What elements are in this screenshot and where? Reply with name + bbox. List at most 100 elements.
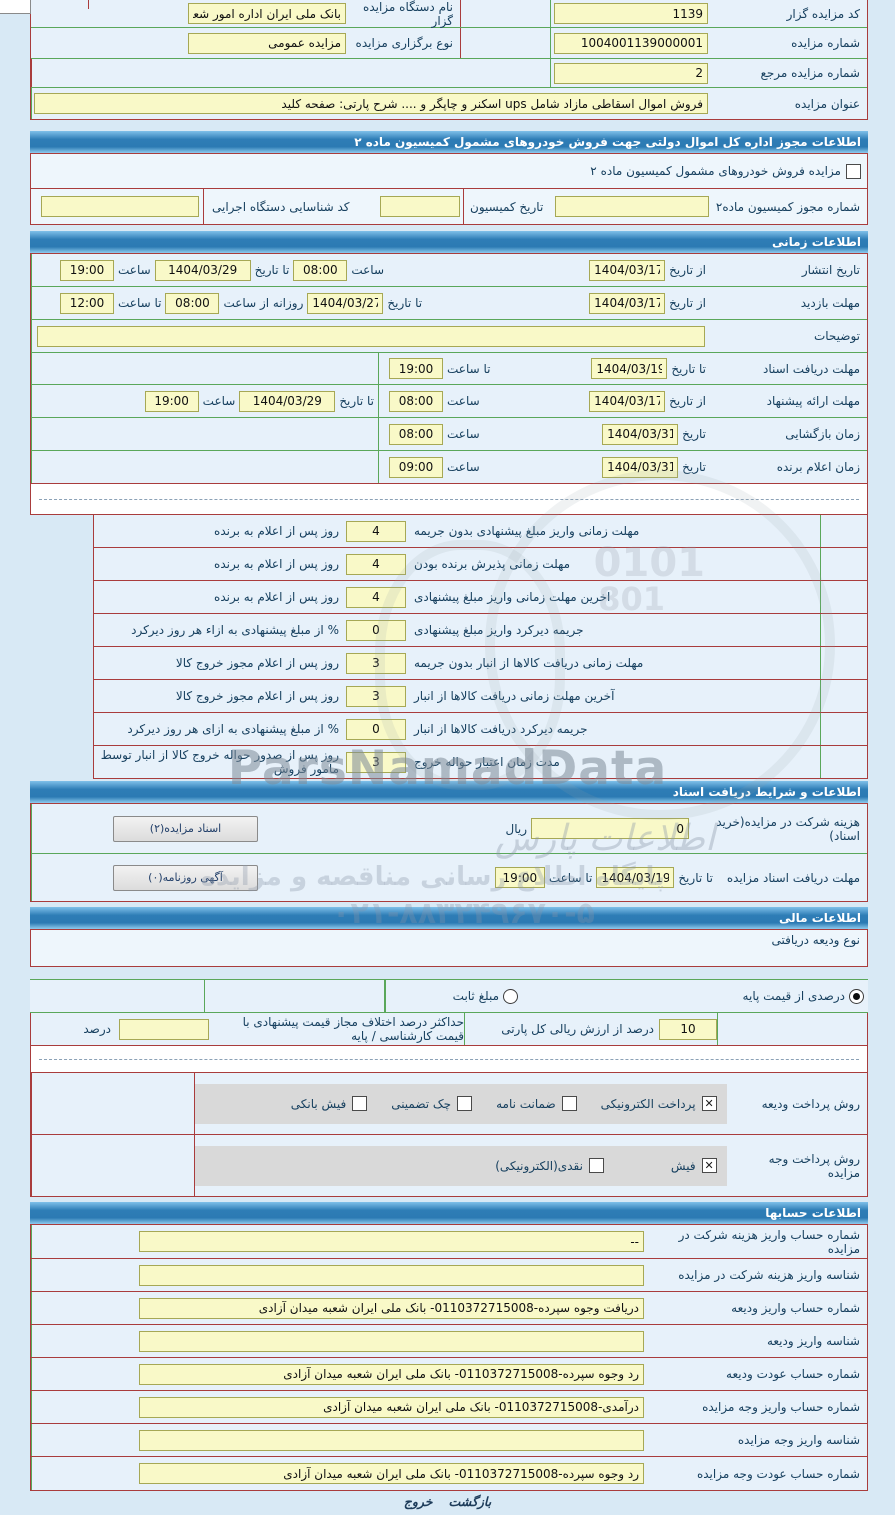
description-input[interactable] <box>37 325 705 347</box>
account-row: شماره حساب واریز ودیعه <box>31 1291 867 1324</box>
auctioneer-code-label: کد مزایده گزار <box>786 6 860 21</box>
account-row: شناسه واریز وجه مزایده <box>31 1423 867 1456</box>
hour-label: ساعت <box>202 394 236 408</box>
account-input[interactable] <box>139 1297 644 1319</box>
fixed-amount-radio[interactable] <box>503 988 518 1004</box>
offer-to-time-input[interactable] <box>144 390 199 412</box>
winner-date-input[interactable] <box>602 456 679 478</box>
percent-of-base-label: درصدی از قیمت پایه <box>742 989 845 1003</box>
certified-check-checkbox[interactable] <box>457 1096 473 1111</box>
deadline-value-input[interactable] <box>346 553 406 575</box>
fixed-amount-label: مبلغ ثابت <box>452 989 499 1003</box>
agency-id-code-input[interactable] <box>41 196 199 217</box>
opening-time-input[interactable] <box>389 423 443 445</box>
vehicle-auction-checkbox[interactable] <box>846 163 861 179</box>
deadline-value-input[interactable] <box>346 520 406 542</box>
account-input[interactable] <box>139 1463 644 1484</box>
guarantee-letter-label: ضمانت نامه <box>496 1096 556 1111</box>
publish-from-time-input[interactable] <box>293 259 348 281</box>
offer-from-time-input[interactable] <box>389 390 443 412</box>
deposit-percent-input[interactable] <box>659 1018 717 1040</box>
deadline-value-input[interactable] <box>346 652 406 674</box>
deadline-label: آخرین مهلت زمانی دریافت کالاها از انبار <box>414 689 615 703</box>
description-row: توضیحات <box>31 319 867 352</box>
deadline-suffix: روز پس از اعلام به برنده <box>214 524 339 538</box>
exit-link[interactable]: خروج <box>403 1494 433 1509</box>
publish-from-date-input[interactable] <box>589 259 666 281</box>
auction-number-label: شماره مزایده <box>791 36 860 50</box>
guarantee-letter-checkbox[interactable] <box>561 1096 577 1111</box>
auction-type-input[interactable] <box>188 32 346 54</box>
docs-deadline-row: مهلت دریافت اسناد تا تاریخ تا ساعت <box>31 352 867 384</box>
agency-name-input[interactable] <box>188 3 346 24</box>
docs-deadline-label: مهلت دریافت اسناد <box>762 361 860 376</box>
cash-electronic-label: نقدی(الکترونیکی) <box>495 1158 583 1173</box>
deadline-value-input[interactable] <box>346 751 406 773</box>
winner-time-input[interactable] <box>389 456 443 478</box>
auction-title-label: عنوان مزایده <box>794 96 860 111</box>
docs-receive-date-input[interactable] <box>596 867 675 888</box>
reference-number-input[interactable] <box>554 62 708 84</box>
auction-title-input[interactable] <box>34 93 708 114</box>
hour-label: ساعت <box>447 460 480 474</box>
commission-permit-number-input[interactable] <box>555 196 709 217</box>
docs-receive-time-input[interactable] <box>494 867 545 888</box>
table-row: شماره مزایده نوع برگزاری مزایده <box>31 27 867 58</box>
offer-from-date-input[interactable] <box>589 390 666 412</box>
deadline-suffix: روز پس از اعلام مجوز خروج کالا <box>175 689 339 703</box>
agency-name-label: نام دستگاه مزایده گزار <box>363 0 453 28</box>
receipt-checkbox[interactable] <box>701 1158 717 1173</box>
offer-deadline-row: مهلت ارائه پیشنهاد از تاریخ ساعت تا تاری… <box>31 384 867 417</box>
participation-fee-label: هزینه شرکت در مزایده(خرید اسناد) <box>716 814 860 843</box>
percent-of-base-radio[interactable] <box>849 988 864 1004</box>
publish-to-date-input[interactable] <box>154 259 251 281</box>
deadline-label: مدت زمان اعتبار حواله خروج <box>414 755 560 769</box>
deposit-type-row: نوع ودیعه دریافتی <box>30 929 868 967</box>
max-diff-label: حداکثر درصد اختلاف مجاز قیمت پیشنهادی با… <box>242 1015 464 1043</box>
account-row: شناسه واریز ودیعه <box>31 1324 867 1357</box>
deadline-value-input[interactable] <box>346 586 406 608</box>
auction-payment-label: روش پرداخت وجه مزایده <box>768 1151 860 1180</box>
docs-to-time-input[interactable] <box>389 358 443 379</box>
auction-documents-button[interactable]: اسناد مزایده(۲) <box>113 815 258 842</box>
account-label: شماره حساب واریز وجه مزایده <box>702 1400 860 1414</box>
deadline-label: جریمه دیرکرد واریز مبلغ پیشنهادی <box>414 623 584 637</box>
back-link[interactable]: بازگشت <box>448 1494 492 1509</box>
bank-receipt-checkbox[interactable] <box>352 1096 368 1111</box>
deadline-row: اخرین مهلت زمانی واریز مبلغ پیشنهادی روز… <box>93 581 868 614</box>
from-date-label: از تاریخ <box>669 296 706 310</box>
daily-from-hour-label: روزانه از ساعت <box>223 296 304 310</box>
visit-to-date-input[interactable] <box>307 292 384 314</box>
opening-date-input[interactable] <box>602 423 679 445</box>
electronic-payment-checkbox[interactable] <box>701 1096 717 1111</box>
deposit-percent-label: درصد از ارزش ریالی کل پارتی <box>501 1022 654 1036</box>
cash-electronic-checkbox[interactable] <box>588 1158 604 1173</box>
deadline-row: آخرین مهلت زمانی دریافت کالاها از انبار … <box>93 680 868 713</box>
account-input[interactable] <box>139 1363 644 1385</box>
vehicle-auction-checkbox-label: مزایده فروش خودروهای مشمول کمیسیون ماده … <box>590 164 841 178</box>
account-input[interactable] <box>139 1396 644 1418</box>
publish-to-time-input[interactable] <box>60 259 114 281</box>
commission-date-input[interactable] <box>380 196 460 217</box>
deadline-value-input[interactable] <box>346 718 406 740</box>
cutoff-border <box>88 0 89 9</box>
auction-number-input[interactable] <box>554 32 708 54</box>
deadline-label: جریمه دیرکرد دریافت کالاها از انبار <box>414 722 588 736</box>
participation-fee-input[interactable] <box>531 818 689 839</box>
account-input[interactable] <box>139 1330 644 1352</box>
deadline-value-input[interactable] <box>346 685 406 707</box>
visit-from-date-input[interactable] <box>589 292 666 314</box>
visit-from-time-input[interactable] <box>165 292 220 314</box>
account-label: شناسه واریز وجه مزایده <box>737 1433 860 1447</box>
account-input[interactable] <box>139 1231 644 1252</box>
docs-to-date-input[interactable] <box>591 358 668 379</box>
auctioneer-code-input[interactable] <box>554 3 708 24</box>
offer-to-date-input[interactable] <box>239 390 336 412</box>
account-input[interactable] <box>139 1264 644 1286</box>
account-input[interactable] <box>139 1429 644 1451</box>
max-diff-input[interactable] <box>119 1018 209 1040</box>
visit-to-time-input[interactable] <box>60 292 114 314</box>
opening-time-row: زمان بازگشایی تاریخ ساعت <box>31 417 867 450</box>
deadline-value-input[interactable] <box>346 619 406 641</box>
newspaper-ad-button[interactable]: آگهی روزنامه(۰) <box>113 864 258 891</box>
